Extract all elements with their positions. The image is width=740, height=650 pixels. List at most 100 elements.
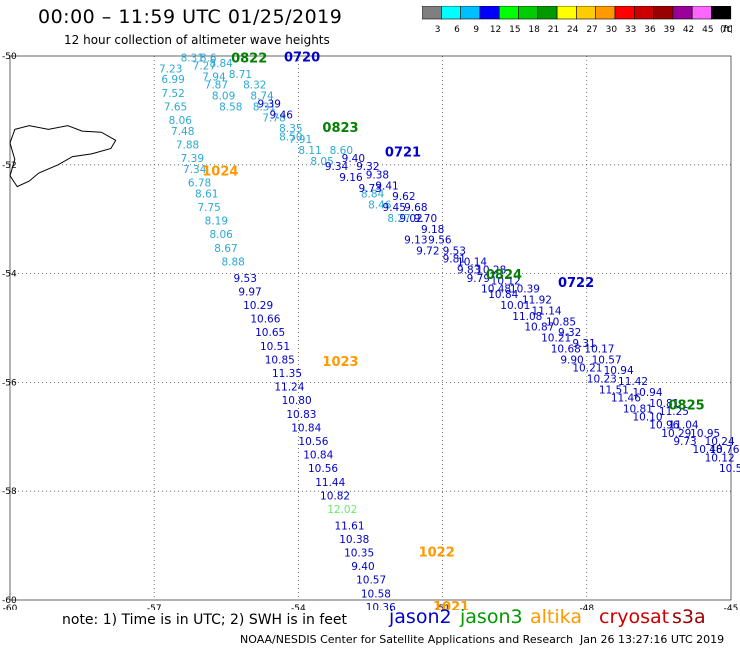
swh-value-jason2: 10.65 — [255, 327, 285, 339]
colorbar-swatch — [422, 6, 442, 20]
swh-value-jason2: 9.40 — [342, 153, 365, 165]
pass-label: 1023 — [322, 355, 358, 370]
swh-value-altika: 8.88 — [221, 256, 244, 268]
swh-value-jason2: 10.5 — [719, 463, 740, 475]
swh-value-jason2: 9.90 — [560, 354, 583, 366]
swh-value-altika: 8.67 — [214, 243, 237, 255]
swh-value-altika: 8.27 — [387, 213, 410, 225]
lon-tick-label: -51 — [435, 604, 450, 610]
swh-value-jason2: 10.84 — [488, 289, 518, 301]
swh-value-jason2: 10.29 — [243, 300, 273, 312]
colorbar-swatch — [518, 6, 539, 20]
colorbar-label: 36 — [644, 25, 656, 34]
map-subtitle: 12 hour collection of altimeter wave hei… — [64, 33, 330, 47]
swh-value-jason2: 10.96 — [649, 420, 679, 432]
lat-tick-label: -50 — [2, 52, 17, 62]
swh-value-jason2: 10.48 — [481, 284, 511, 296]
swh-value-jason2: 10.58 — [361, 588, 391, 600]
swh-value-jason2: 10.94 — [632, 387, 662, 399]
swh-value-jason2: 9.46 — [270, 110, 294, 122]
swh-value-jason2: 11.24 — [274, 382, 304, 394]
swh-value-jason2: 9.68 — [404, 202, 427, 214]
swh-value-altika: 7.65 — [164, 101, 187, 113]
swh-value-jason3: 12.02 — [327, 504, 357, 516]
swh-value-altika: 8.06 — [169, 115, 193, 127]
lat-tick-label: -54 — [2, 270, 17, 280]
lon-tick-label: -45 — [724, 604, 739, 610]
map-frame — [9, 55, 732, 601]
swh-value-jason2: 10.80 — [282, 395, 312, 407]
swh-value-jason2: 10.85 — [546, 316, 576, 328]
legend-cryosat: cryosat — [599, 606, 670, 628]
swh-value-jason2: 9.72 — [416, 246, 439, 258]
colorbar-swatch — [498, 6, 519, 20]
pass-label: 0825 — [669, 399, 705, 414]
swh-value-jason2: 9.56 — [428, 235, 452, 247]
swh-value-altika: 7.39 — [181, 153, 204, 165]
swh-value-altika: 8.74 — [250, 91, 274, 103]
swh-value-jason2: 9.73 — [673, 436, 696, 448]
lat-tick-label: -52 — [2, 161, 17, 171]
pass-label: 1024 — [202, 165, 238, 180]
swh-value-jason2: 9.31 — [572, 338, 595, 350]
swh-value-jason2: 9.83 — [457, 265, 480, 277]
lat-tick-label: -60 — [2, 596, 17, 606]
swh-value-jason2: 10.36 — [366, 602, 396, 610]
colorbar-label: 33 — [625, 25, 636, 34]
lat-tick-label: -58 — [2, 487, 17, 497]
swh-value-jason2: 10.82 — [320, 490, 350, 502]
colorbar-swatch — [440, 6, 461, 20]
swh-value-altika: 8.61 — [195, 188, 218, 200]
swh-value-jason2: 11.08 — [512, 311, 542, 323]
swh-value-jason2: 9.32 — [356, 161, 379, 173]
swh-value-altika: 8.31 — [181, 52, 204, 64]
swh-value-altika: 8.06 — [209, 229, 233, 241]
pass-label: 0822 — [231, 52, 267, 67]
swh-value-altika: 7.75 — [197, 202, 220, 214]
swh-value-altika: 7.27 — [193, 61, 216, 73]
swh-value-altika: 7.23 — [159, 63, 182, 75]
swh-value-jason2: 10.81 — [649, 398, 679, 410]
swh-value-jason2: 9.32 — [558, 327, 581, 339]
colorbar-label: 39 — [664, 25, 676, 34]
swh-value-jason2: 9.38 — [366, 169, 389, 181]
swh-value-altika: 7.94 — [202, 71, 226, 83]
swh-value-jason2: 10.56 — [298, 436, 328, 448]
swh-value-jason2: 11.25 — [659, 406, 689, 418]
swh-value-jason2: 10.01 — [500, 300, 530, 312]
swh-value-altika: 7.34 — [183, 164, 207, 176]
swh-value-jason2: 10.85 — [265, 354, 295, 366]
swh-value-jason2: 9.97 — [238, 286, 261, 298]
legend-s3a: s3a — [672, 606, 706, 628]
swh-value-jason2: 9.02 — [399, 213, 422, 225]
colorbar-swatch — [595, 6, 616, 20]
colorbar-swatch — [614, 6, 635, 20]
swh-value-jason2: 10.76 — [709, 444, 739, 456]
swh-value-altika: 8.35 — [279, 123, 302, 135]
swh-value-altika: 7.48 — [171, 126, 194, 138]
swh-value-jason2: 10.24 — [705, 436, 735, 448]
pass-label: 0823 — [322, 121, 358, 136]
swh-value-altika: 7.52 — [161, 88, 184, 100]
swh-value-jason2: 10.66 — [250, 314, 280, 326]
swh-value-jason2: 10.35 — [344, 547, 374, 559]
swh-value-jason2: 10.95 — [690, 428, 720, 440]
legend-altika: altika — [530, 606, 582, 628]
legend-jason2: jason2 — [389, 606, 452, 628]
colorbar-unit: (ft) — [720, 25, 732, 34]
swh-value-jason2: 10.56 — [308, 463, 338, 475]
swh-value-altika: 8.58 — [219, 101, 242, 113]
swh-value-altika: 8.05 — [310, 156, 333, 168]
pass-label: 0824 — [486, 268, 522, 283]
swh-value-jason2: 10.28 — [476, 265, 506, 277]
legend-jason3: jason3 — [460, 606, 523, 628]
swh-value-jason2: 10.21 — [541, 333, 571, 345]
swh-value-jason2: 9.70 — [414, 213, 437, 225]
swh-value-jason2: 9.45 — [383, 202, 406, 214]
swh-value-jason2: 9.73 — [358, 183, 381, 195]
legend-note: note: 1) Time is in UTC; 2) SWH is in fe… — [62, 612, 348, 628]
lon-tick-label: -57 — [147, 604, 162, 610]
colorbar-label: 12 — [490, 25, 501, 34]
swh-value-jason2: 11.46 — [611, 392, 641, 404]
swh-value-jason2: 9.53 — [234, 273, 257, 285]
